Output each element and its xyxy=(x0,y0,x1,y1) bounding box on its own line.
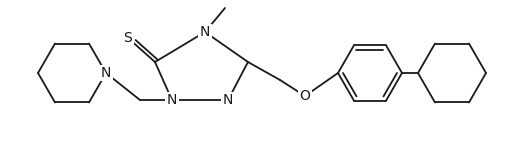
Text: N: N xyxy=(101,66,111,80)
Text: O: O xyxy=(299,89,310,103)
Text: N: N xyxy=(166,93,177,107)
Text: N: N xyxy=(222,93,233,107)
Text: S: S xyxy=(123,31,132,45)
Text: N: N xyxy=(200,25,210,39)
